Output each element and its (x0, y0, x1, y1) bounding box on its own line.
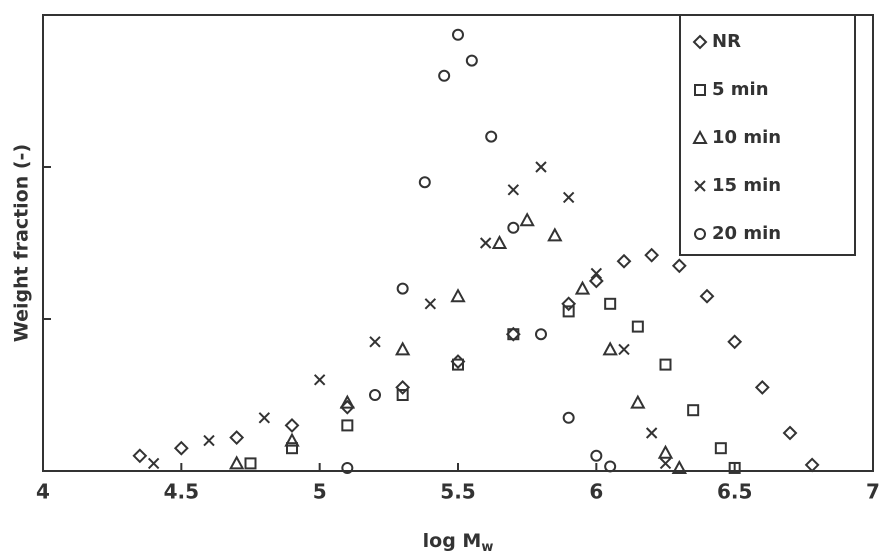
marker (806, 459, 818, 471)
marker (439, 71, 449, 81)
x-tick-label: 7 (866, 480, 880, 504)
legend-label: NR (712, 31, 741, 52)
marker (536, 162, 546, 172)
marker (452, 290, 464, 301)
marker (397, 343, 409, 354)
x-axis-label: log Mw (423, 530, 494, 555)
marker (688, 405, 698, 415)
marker (286, 419, 298, 431)
marker (632, 397, 644, 408)
marker (370, 390, 380, 400)
x-tick-label: 6.5 (717, 480, 752, 504)
marker (204, 436, 214, 446)
marker (467, 56, 477, 66)
marker (618, 255, 630, 267)
marker (756, 381, 768, 393)
legend-label: 15 min (712, 175, 781, 196)
marker (398, 390, 408, 400)
marker (619, 344, 629, 354)
legend-label: 10 min (712, 127, 781, 148)
marker (633, 322, 643, 332)
x-label-sub: w (481, 540, 493, 555)
marker (716, 443, 726, 453)
x-tick-label: 5 (313, 480, 327, 504)
marker (425, 299, 435, 309)
marker (231, 457, 243, 468)
marker (660, 447, 672, 458)
marker (673, 260, 685, 272)
marker (246, 458, 256, 468)
marker (605, 299, 615, 309)
x-tick-label: 4.5 (164, 480, 199, 504)
marker (508, 223, 518, 233)
marker (342, 420, 352, 430)
y-axis-label: Weight fraction (-) (11, 144, 33, 342)
marker (604, 343, 616, 354)
legend-label: 5 min (712, 79, 769, 100)
x-tick-label: 5.5 (440, 480, 475, 504)
marker (549, 229, 561, 240)
marker (647, 428, 657, 438)
marker (605, 461, 615, 471)
marker (536, 329, 546, 339)
marker (259, 413, 269, 423)
marker (481, 238, 491, 248)
marker (453, 30, 463, 40)
marker (577, 283, 589, 294)
x-tick-label: 4 (36, 480, 50, 504)
x-label-main: log M (423, 530, 482, 552)
marker (149, 458, 159, 468)
marker (398, 284, 408, 294)
marker (508, 185, 518, 195)
marker (784, 427, 796, 439)
marker (591, 451, 601, 461)
marker (315, 375, 325, 385)
marker (564, 306, 574, 316)
x-tick-label: 6 (589, 480, 603, 504)
marker (564, 413, 574, 423)
marker (591, 268, 601, 278)
marker (370, 337, 380, 347)
marker (521, 214, 533, 225)
marker (646, 249, 658, 261)
marker (486, 132, 496, 142)
marker (231, 432, 243, 444)
marker (564, 192, 574, 202)
marker (661, 360, 671, 370)
chart: Weight fraction (-) log Mw 4 4.5 5 5.5 6 6.5 7… (0, 0, 881, 559)
marker (661, 458, 671, 468)
marker (420, 177, 430, 187)
marker (494, 237, 506, 248)
marker (134, 450, 146, 462)
legend-label: 20 min (712, 223, 781, 244)
marker (701, 290, 713, 302)
marker (729, 336, 741, 348)
marker (175, 442, 187, 454)
